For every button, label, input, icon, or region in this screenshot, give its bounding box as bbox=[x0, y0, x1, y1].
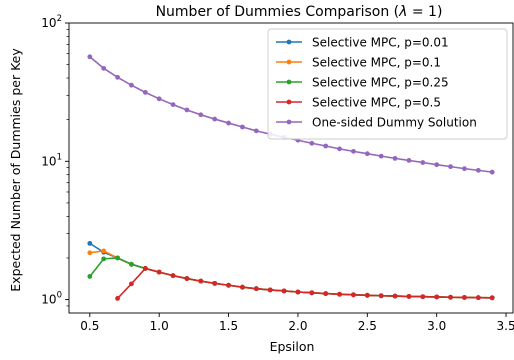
legend-label: Selective MPC, p=0.01 bbox=[312, 36, 449, 50]
data-point bbox=[309, 140, 315, 146]
y-tick-label: 102 bbox=[41, 14, 62, 30]
legend-swatch-marker bbox=[286, 59, 292, 65]
x-tick-label: 3.5 bbox=[497, 319, 514, 333]
y-axis-label: Expected Number of Dummies per Key bbox=[8, 48, 23, 292]
data-point bbox=[226, 282, 231, 288]
data-point bbox=[253, 286, 259, 292]
data-point bbox=[156, 269, 162, 275]
legend-swatch-marker bbox=[286, 119, 292, 125]
data-point bbox=[101, 248, 107, 254]
legend-label: Selective MPC, p=0.1 bbox=[312, 56, 441, 70]
y-tick-label: 101 bbox=[41, 152, 62, 168]
data-point bbox=[295, 289, 301, 295]
data-point bbox=[101, 65, 107, 71]
data-point bbox=[212, 116, 218, 122]
legend-swatch-marker bbox=[286, 39, 292, 45]
data-point bbox=[240, 284, 245, 290]
x-axis-label: Epsilon bbox=[270, 339, 315, 354]
data-point bbox=[462, 295, 467, 300]
data-point bbox=[184, 276, 190, 281]
data-point bbox=[253, 128, 259, 134]
data-point bbox=[448, 164, 453, 170]
data-point bbox=[156, 96, 162, 102]
x-tick-label: 2.5 bbox=[358, 319, 377, 333]
series-line bbox=[116, 267, 493, 299]
series-3 bbox=[87, 255, 495, 301]
data-point bbox=[184, 107, 190, 113]
legend-label: Selective MPC, p=0.25 bbox=[312, 76, 449, 90]
chart-title: Number of Dummies Comparison (λ = 1) bbox=[156, 4, 443, 20]
data-point bbox=[378, 293, 384, 299]
data-point bbox=[420, 160, 426, 165]
data-point bbox=[434, 162, 440, 168]
series-line bbox=[89, 242, 493, 299]
data-point bbox=[87, 54, 93, 60]
data-point bbox=[406, 294, 412, 299]
legend-frame bbox=[267, 28, 508, 140]
data-point bbox=[115, 74, 120, 80]
data-point bbox=[323, 143, 329, 149]
data-point bbox=[281, 288, 287, 294]
data-point bbox=[198, 112, 204, 118]
series-2 bbox=[87, 248, 495, 301]
data-point bbox=[462, 166, 467, 172]
data-point bbox=[115, 296, 120, 301]
data-point bbox=[198, 278, 204, 284]
data-point bbox=[475, 167, 481, 173]
data-point bbox=[87, 250, 93, 256]
data-point bbox=[129, 82, 134, 88]
data-point bbox=[489, 295, 495, 301]
data-point bbox=[101, 256, 107, 262]
y-tick-label: 100 bbox=[41, 291, 62, 307]
data-point bbox=[142, 266, 148, 271]
x-tick-label: 1.5 bbox=[219, 319, 238, 333]
data-point bbox=[364, 151, 370, 157]
plot-frame bbox=[68, 22, 514, 314]
data-point bbox=[489, 169, 495, 175]
data-point bbox=[142, 89, 148, 95]
data-point bbox=[337, 291, 342, 297]
data-point bbox=[448, 294, 453, 300]
series-4 bbox=[115, 266, 495, 301]
x-tick-label: 2.0 bbox=[288, 319, 307, 333]
data-point bbox=[420, 294, 426, 300]
data-point bbox=[212, 280, 218, 286]
data-point bbox=[392, 155, 398, 161]
data-point bbox=[323, 291, 329, 297]
legend-label: Selective MPC, p=0.5 bbox=[312, 96, 441, 110]
data-point bbox=[267, 287, 273, 293]
data-point bbox=[240, 124, 245, 130]
x-tick-label: 0.5 bbox=[80, 319, 99, 333]
x-tick-label: 1.0 bbox=[150, 319, 169, 333]
data-point bbox=[337, 146, 342, 152]
data-point bbox=[475, 295, 481, 301]
data-point bbox=[170, 273, 176, 279]
data-point bbox=[129, 261, 134, 267]
legend-label: One-sided Dummy Solution bbox=[312, 116, 477, 130]
data-point bbox=[392, 293, 398, 299]
data-point bbox=[351, 148, 356, 154]
data-point bbox=[170, 102, 176, 108]
data-point bbox=[309, 290, 315, 296]
data-point bbox=[129, 281, 134, 287]
legend: Selective MPC, p=0.01 Selective MPC, p=0.… bbox=[267, 28, 508, 140]
data-point bbox=[87, 274, 93, 279]
data-point bbox=[87, 240, 93, 246]
data-point bbox=[115, 255, 120, 261]
data-point bbox=[378, 153, 384, 159]
data-point bbox=[364, 292, 370, 298]
data-point bbox=[434, 294, 440, 300]
legend-swatch-marker bbox=[286, 99, 292, 105]
data-point bbox=[226, 120, 231, 126]
x-tick-label: 3.0 bbox=[427, 319, 446, 333]
legend-swatch-marker bbox=[286, 79, 292, 85]
data-point bbox=[351, 292, 356, 298]
data-point bbox=[406, 158, 412, 163]
